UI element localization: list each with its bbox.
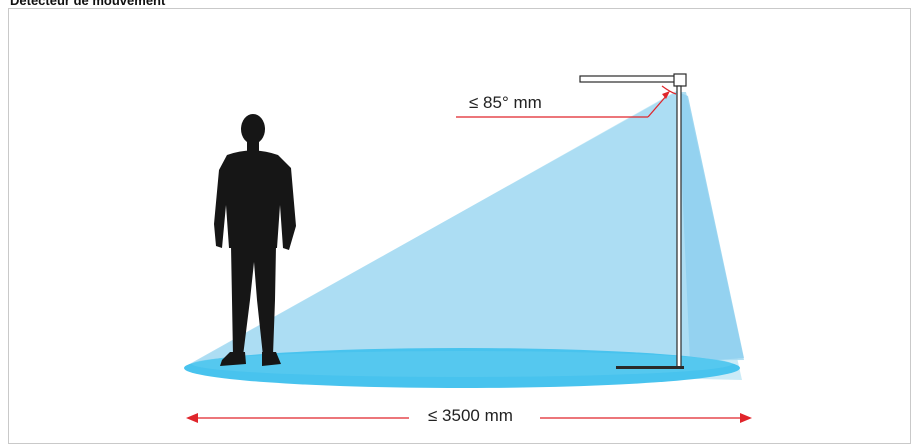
distance-label: ≤ 3500 mm [428,406,513,425]
angle-leader-diagonal [647,94,668,118]
angle-indicator [456,85,677,118]
detection-zone [184,90,744,388]
person-torso [214,150,296,250]
lamp-fixture [579,73,687,369]
angle-label: ≤ 85° mm [469,93,542,112]
person-left-shoe [220,352,246,366]
lamp-arm [579,75,685,83]
person-head [241,114,265,144]
angle-arc [661,85,677,95]
lamp-pole [676,85,682,369]
detection-cone-inner [678,92,744,362]
person-silhouette [214,114,296,366]
person-right-shoe [262,352,281,366]
distance-arrowhead-left [186,413,198,423]
person-legs [231,246,276,356]
diagram-frame [8,8,911,444]
distance-indicator [186,413,752,423]
angle-arrowhead [662,91,670,99]
floor-detection-ellipse-highlight [192,351,732,377]
distance-arrowhead-right [740,413,752,423]
person-neck [247,140,259,152]
lamp-base [616,366,684,369]
page-heading: Détecteur de mouvement [10,0,166,8]
lamp-head [673,73,687,87]
detection-cone-main [186,92,744,366]
